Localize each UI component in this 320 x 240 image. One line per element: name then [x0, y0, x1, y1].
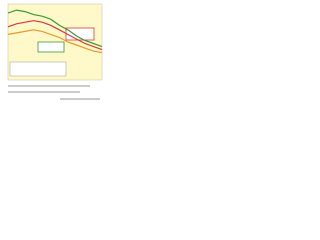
series-line — [7, 9, 103, 48]
chart — [7, 3, 103, 100]
legend-box — [9, 61, 67, 77]
callout-box — [37, 41, 65, 53]
series-line — [7, 20, 103, 51]
series-line — [7, 29, 103, 54]
